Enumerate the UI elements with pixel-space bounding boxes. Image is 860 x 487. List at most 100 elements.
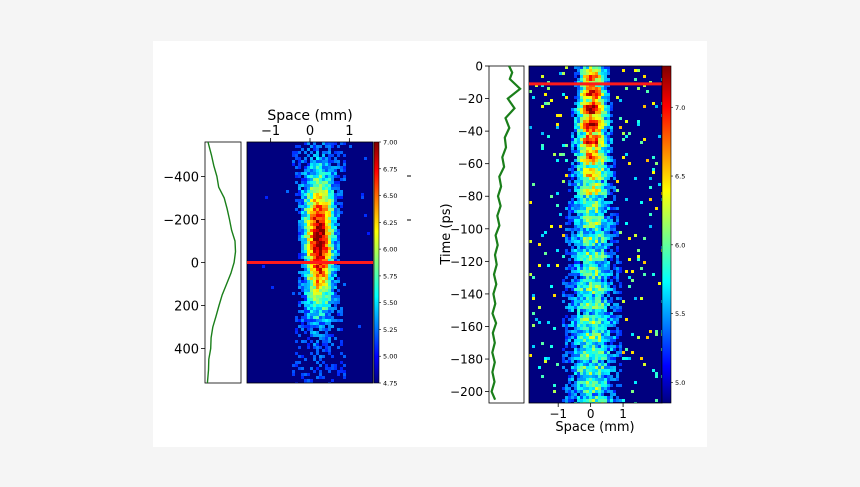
heatmap-cell bbox=[607, 207, 610, 210]
heatmap-cell bbox=[598, 345, 601, 348]
heatmap-cell bbox=[577, 363, 580, 366]
heatmap-cell bbox=[574, 207, 577, 210]
heatmap-cell bbox=[580, 180, 583, 183]
heatmap-cell bbox=[604, 159, 607, 162]
heatmap-cell bbox=[322, 196, 325, 199]
heatmap-cell bbox=[325, 310, 328, 313]
heatmap-cell bbox=[583, 315, 586, 318]
heatmap-cell bbox=[586, 231, 589, 234]
heatmap-cell bbox=[607, 285, 610, 288]
heatmap-cell bbox=[607, 189, 610, 192]
heatmap-cell bbox=[568, 240, 571, 243]
heatmap-cell bbox=[337, 301, 340, 304]
heatmap-cell bbox=[553, 327, 556, 330]
heatmap-cell bbox=[607, 117, 610, 120]
heatmap-cell bbox=[316, 310, 319, 313]
heatmap-cell bbox=[601, 267, 604, 270]
heatmap-cell bbox=[331, 232, 334, 235]
heatmap-cell bbox=[598, 372, 601, 375]
heatmap-cell bbox=[310, 295, 313, 298]
heatmap-cell bbox=[313, 205, 316, 208]
heatmap-cell bbox=[532, 297, 535, 300]
heatmap-cell bbox=[595, 267, 598, 270]
heatmap-cell bbox=[616, 306, 619, 309]
heatmap-cell bbox=[655, 330, 658, 333]
heatmap-cell bbox=[340, 328, 343, 331]
heatmap-cell bbox=[592, 351, 595, 354]
heatmap-cell bbox=[304, 223, 307, 226]
heatmap-cell bbox=[571, 141, 574, 144]
heatmap-cell bbox=[304, 208, 307, 211]
heatmap-cell bbox=[319, 325, 322, 328]
heatmap-cell bbox=[583, 243, 586, 246]
heatmap-cell bbox=[313, 268, 316, 271]
heatmap-cell bbox=[577, 177, 580, 180]
heatmap-cell bbox=[313, 313, 316, 316]
heatmap-cell bbox=[565, 330, 568, 333]
heatmap-cell bbox=[325, 166, 328, 169]
heatmap-cell bbox=[571, 279, 574, 282]
heatmap-cell bbox=[598, 369, 601, 372]
heatmap-cell bbox=[610, 159, 613, 162]
heatmap-cell bbox=[583, 147, 586, 150]
heatmap-cell bbox=[331, 292, 334, 295]
heatmap-cell bbox=[577, 213, 580, 216]
heatmap-cell bbox=[589, 174, 592, 177]
heatmap-cell bbox=[298, 286, 301, 289]
heatmap-cell bbox=[325, 268, 328, 271]
heatmap-cell bbox=[568, 180, 571, 183]
heatmap-cell bbox=[613, 360, 616, 363]
heatmap-cell bbox=[313, 295, 316, 298]
heatmap-cell bbox=[301, 172, 304, 175]
heatmap-cell bbox=[316, 259, 319, 262]
heatmap-cell bbox=[298, 187, 301, 190]
heatmap-cell bbox=[574, 171, 577, 174]
left-colorbar: 4.755.005.255.505.756.006.256.506.757.00 bbox=[373, 139, 411, 388]
heatmap-cell bbox=[310, 229, 313, 232]
heatmap-cell bbox=[619, 231, 622, 234]
heatmap-cell bbox=[325, 307, 328, 310]
heatmap-cell bbox=[340, 310, 343, 313]
heatmap-cell bbox=[598, 165, 601, 168]
heatmap-cell bbox=[604, 99, 607, 102]
heatmap-cell bbox=[310, 241, 313, 244]
heatmap-cell bbox=[592, 99, 595, 102]
heatmap-cell bbox=[307, 214, 310, 217]
heatmap-cell bbox=[607, 273, 610, 276]
heatmap-cell bbox=[316, 172, 319, 175]
heatmap-cell bbox=[592, 333, 595, 336]
heatmap-cell bbox=[310, 190, 313, 193]
heatmap-cell bbox=[589, 339, 592, 342]
heatmap-cell bbox=[331, 379, 334, 382]
heatmap-cell bbox=[574, 216, 577, 219]
heatmap-cell bbox=[571, 204, 574, 207]
heatmap-cell bbox=[589, 132, 592, 135]
y-tick-label: −40 bbox=[458, 125, 483, 139]
heatmap-cell bbox=[583, 102, 586, 105]
heatmap-cell bbox=[592, 69, 595, 72]
heatmap-cell bbox=[583, 330, 586, 333]
heatmap-cell bbox=[319, 241, 322, 244]
heatmap-cell bbox=[640, 267, 643, 270]
heatmap-cell bbox=[325, 151, 328, 154]
heatmap-cell bbox=[604, 342, 607, 345]
heatmap-cell bbox=[598, 360, 601, 363]
heatmap-cell bbox=[586, 156, 589, 159]
heatmap-cell bbox=[595, 318, 598, 321]
heatmap-cell bbox=[589, 219, 592, 222]
heatmap-cell bbox=[601, 264, 604, 267]
heatmap-cell bbox=[571, 114, 574, 117]
heatmap-cell bbox=[607, 168, 610, 171]
heatmap-cell bbox=[316, 232, 319, 235]
heatmap-cell bbox=[598, 306, 601, 309]
heatmap-cell bbox=[577, 156, 580, 159]
heatmap-cell bbox=[616, 384, 619, 387]
heatmap-cell bbox=[598, 315, 601, 318]
heatmap-cell bbox=[571, 138, 574, 141]
heatmap-cell bbox=[529, 90, 532, 93]
heatmap-cell bbox=[616, 297, 619, 300]
heatmap-cell bbox=[595, 189, 598, 192]
heatmap-cell bbox=[592, 207, 595, 210]
right-colorbar: 5.05.56.06.57.0 bbox=[661, 65, 685, 404]
heatmap-cell bbox=[580, 270, 583, 273]
